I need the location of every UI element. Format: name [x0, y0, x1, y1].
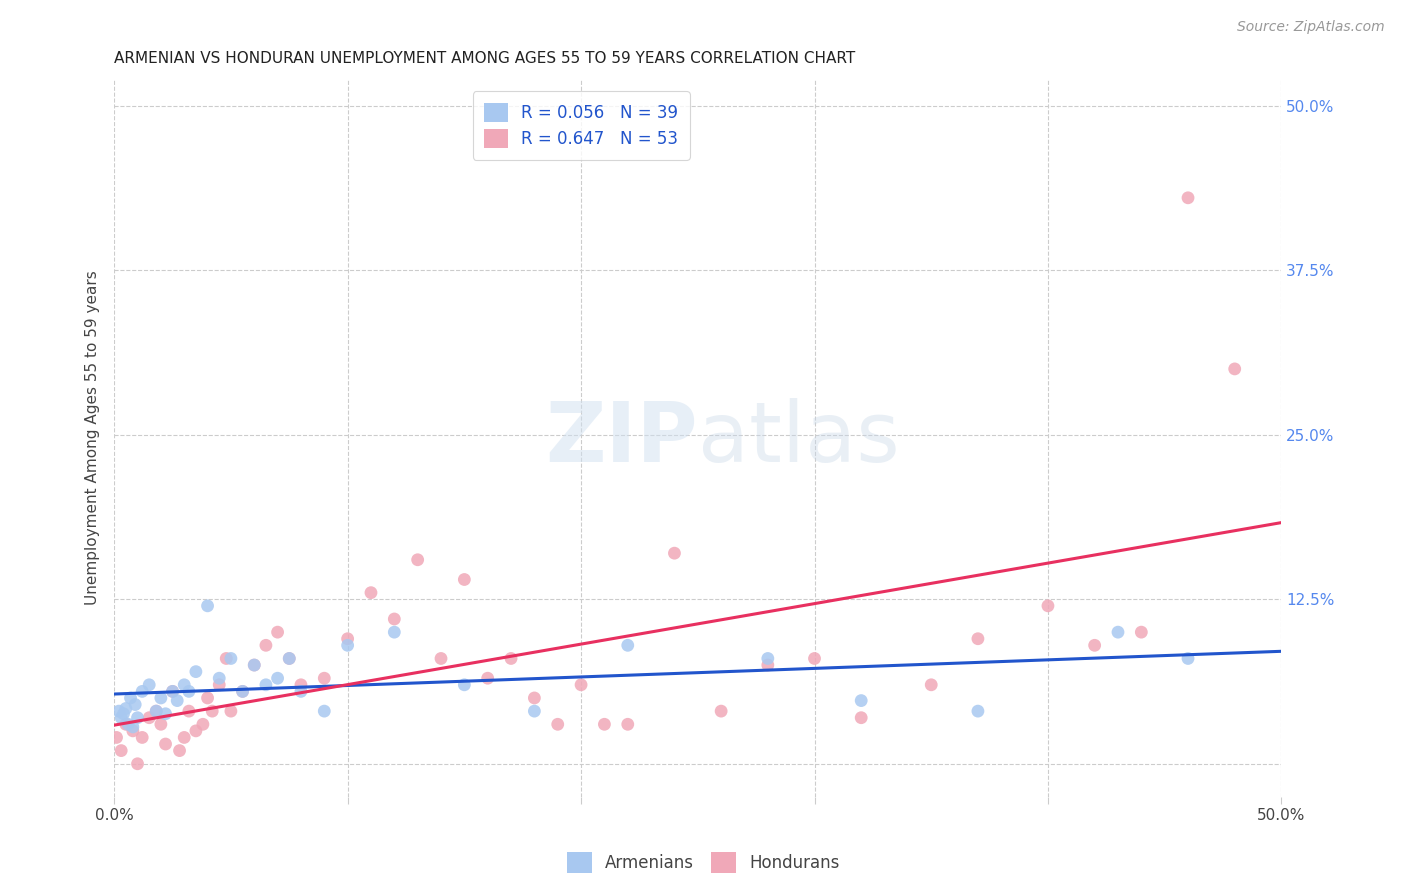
- Point: [664, 546, 686, 560]
- Point: [149, 690, 172, 705]
- Point: [138, 678, 160, 692]
- Point: [117, 717, 139, 731]
- Point: [477, 671, 499, 685]
- Point: [254, 678, 277, 692]
- Point: [710, 704, 733, 718]
- Text: atlas: atlas: [697, 398, 900, 478]
- Point: [314, 671, 336, 685]
- Point: [406, 553, 429, 567]
- Point: [232, 684, 254, 698]
- Point: [243, 658, 266, 673]
- Point: [208, 678, 231, 692]
- Point: [756, 658, 779, 673]
- Point: [149, 717, 172, 731]
- Point: [124, 698, 146, 712]
- Point: [112, 706, 135, 721]
- Text: ZIP: ZIP: [546, 398, 697, 478]
- Point: [266, 671, 288, 685]
- Point: [547, 717, 569, 731]
- Point: [967, 632, 990, 646]
- Y-axis label: Unemployment Among Ages 55 to 59 years: Unemployment Among Ages 55 to 59 years: [86, 270, 100, 606]
- Text: Source: ZipAtlas.com: Source: ZipAtlas.com: [1237, 20, 1385, 34]
- Point: [169, 743, 191, 757]
- Text: ARMENIAN VS HONDURAN UNEMPLOYMENT AMONG AGES 55 TO 59 YEARS CORRELATION CHART: ARMENIAN VS HONDURAN UNEMPLOYMENT AMONG …: [114, 51, 855, 66]
- Point: [155, 737, 177, 751]
- Point: [430, 651, 453, 665]
- Point: [243, 658, 266, 673]
- Point: [166, 693, 188, 707]
- Point: [131, 731, 153, 745]
- Point: [967, 704, 990, 718]
- Point: [851, 693, 873, 707]
- Point: [314, 704, 336, 718]
- Point: [453, 678, 475, 692]
- Point: [173, 678, 195, 692]
- Point: [115, 717, 138, 731]
- Point: [290, 678, 312, 692]
- Point: [360, 585, 382, 599]
- Point: [593, 717, 616, 731]
- Point: [201, 704, 224, 718]
- Point: [290, 684, 312, 698]
- Point: [219, 704, 242, 718]
- Point: [177, 684, 200, 698]
- Point: [1177, 191, 1199, 205]
- Point: [138, 711, 160, 725]
- Point: [851, 711, 873, 725]
- Point: [127, 756, 149, 771]
- Point: [110, 711, 132, 725]
- Point: [1177, 651, 1199, 665]
- Point: [616, 638, 638, 652]
- Point: [208, 671, 231, 685]
- Point: [1036, 599, 1059, 613]
- Point: [177, 704, 200, 718]
- Point: [121, 720, 143, 734]
- Point: [173, 731, 195, 745]
- Point: [278, 651, 301, 665]
- Point: [756, 651, 779, 665]
- Point: [254, 638, 277, 652]
- Point: [162, 684, 184, 698]
- Legend: Armenians, Hondurans: Armenians, Hondurans: [560, 846, 846, 880]
- Point: [197, 599, 219, 613]
- Point: [803, 651, 825, 665]
- Point: [115, 701, 138, 715]
- Point: [105, 731, 128, 745]
- Point: [108, 704, 131, 718]
- Point: [278, 651, 301, 665]
- Point: [145, 704, 167, 718]
- Point: [120, 690, 142, 705]
- Point: [121, 723, 143, 738]
- Point: [266, 625, 288, 640]
- Point: [232, 684, 254, 698]
- Point: [1223, 362, 1246, 376]
- Point: [162, 684, 184, 698]
- Point: [499, 651, 522, 665]
- Point: [127, 711, 149, 725]
- Point: [523, 704, 546, 718]
- Point: [215, 651, 238, 665]
- Point: [155, 706, 177, 721]
- Point: [616, 717, 638, 731]
- Point: [191, 717, 214, 731]
- Point: [569, 678, 592, 692]
- Point: [453, 573, 475, 587]
- Point: [1107, 625, 1129, 640]
- Point: [1084, 638, 1107, 652]
- Point: [523, 690, 546, 705]
- Point: [336, 632, 359, 646]
- Point: [197, 690, 219, 705]
- Point: [110, 743, 132, 757]
- Point: [184, 665, 207, 679]
- Point: [1130, 625, 1153, 640]
- Point: [219, 651, 242, 665]
- Legend: R = 0.056   N = 39, R = 0.647   N = 53: R = 0.056 N = 39, R = 0.647 N = 53: [472, 91, 689, 160]
- Point: [382, 625, 405, 640]
- Point: [920, 678, 942, 692]
- Point: [382, 612, 405, 626]
- Point: [336, 638, 359, 652]
- Point: [184, 723, 207, 738]
- Point: [131, 684, 153, 698]
- Point: [145, 704, 167, 718]
